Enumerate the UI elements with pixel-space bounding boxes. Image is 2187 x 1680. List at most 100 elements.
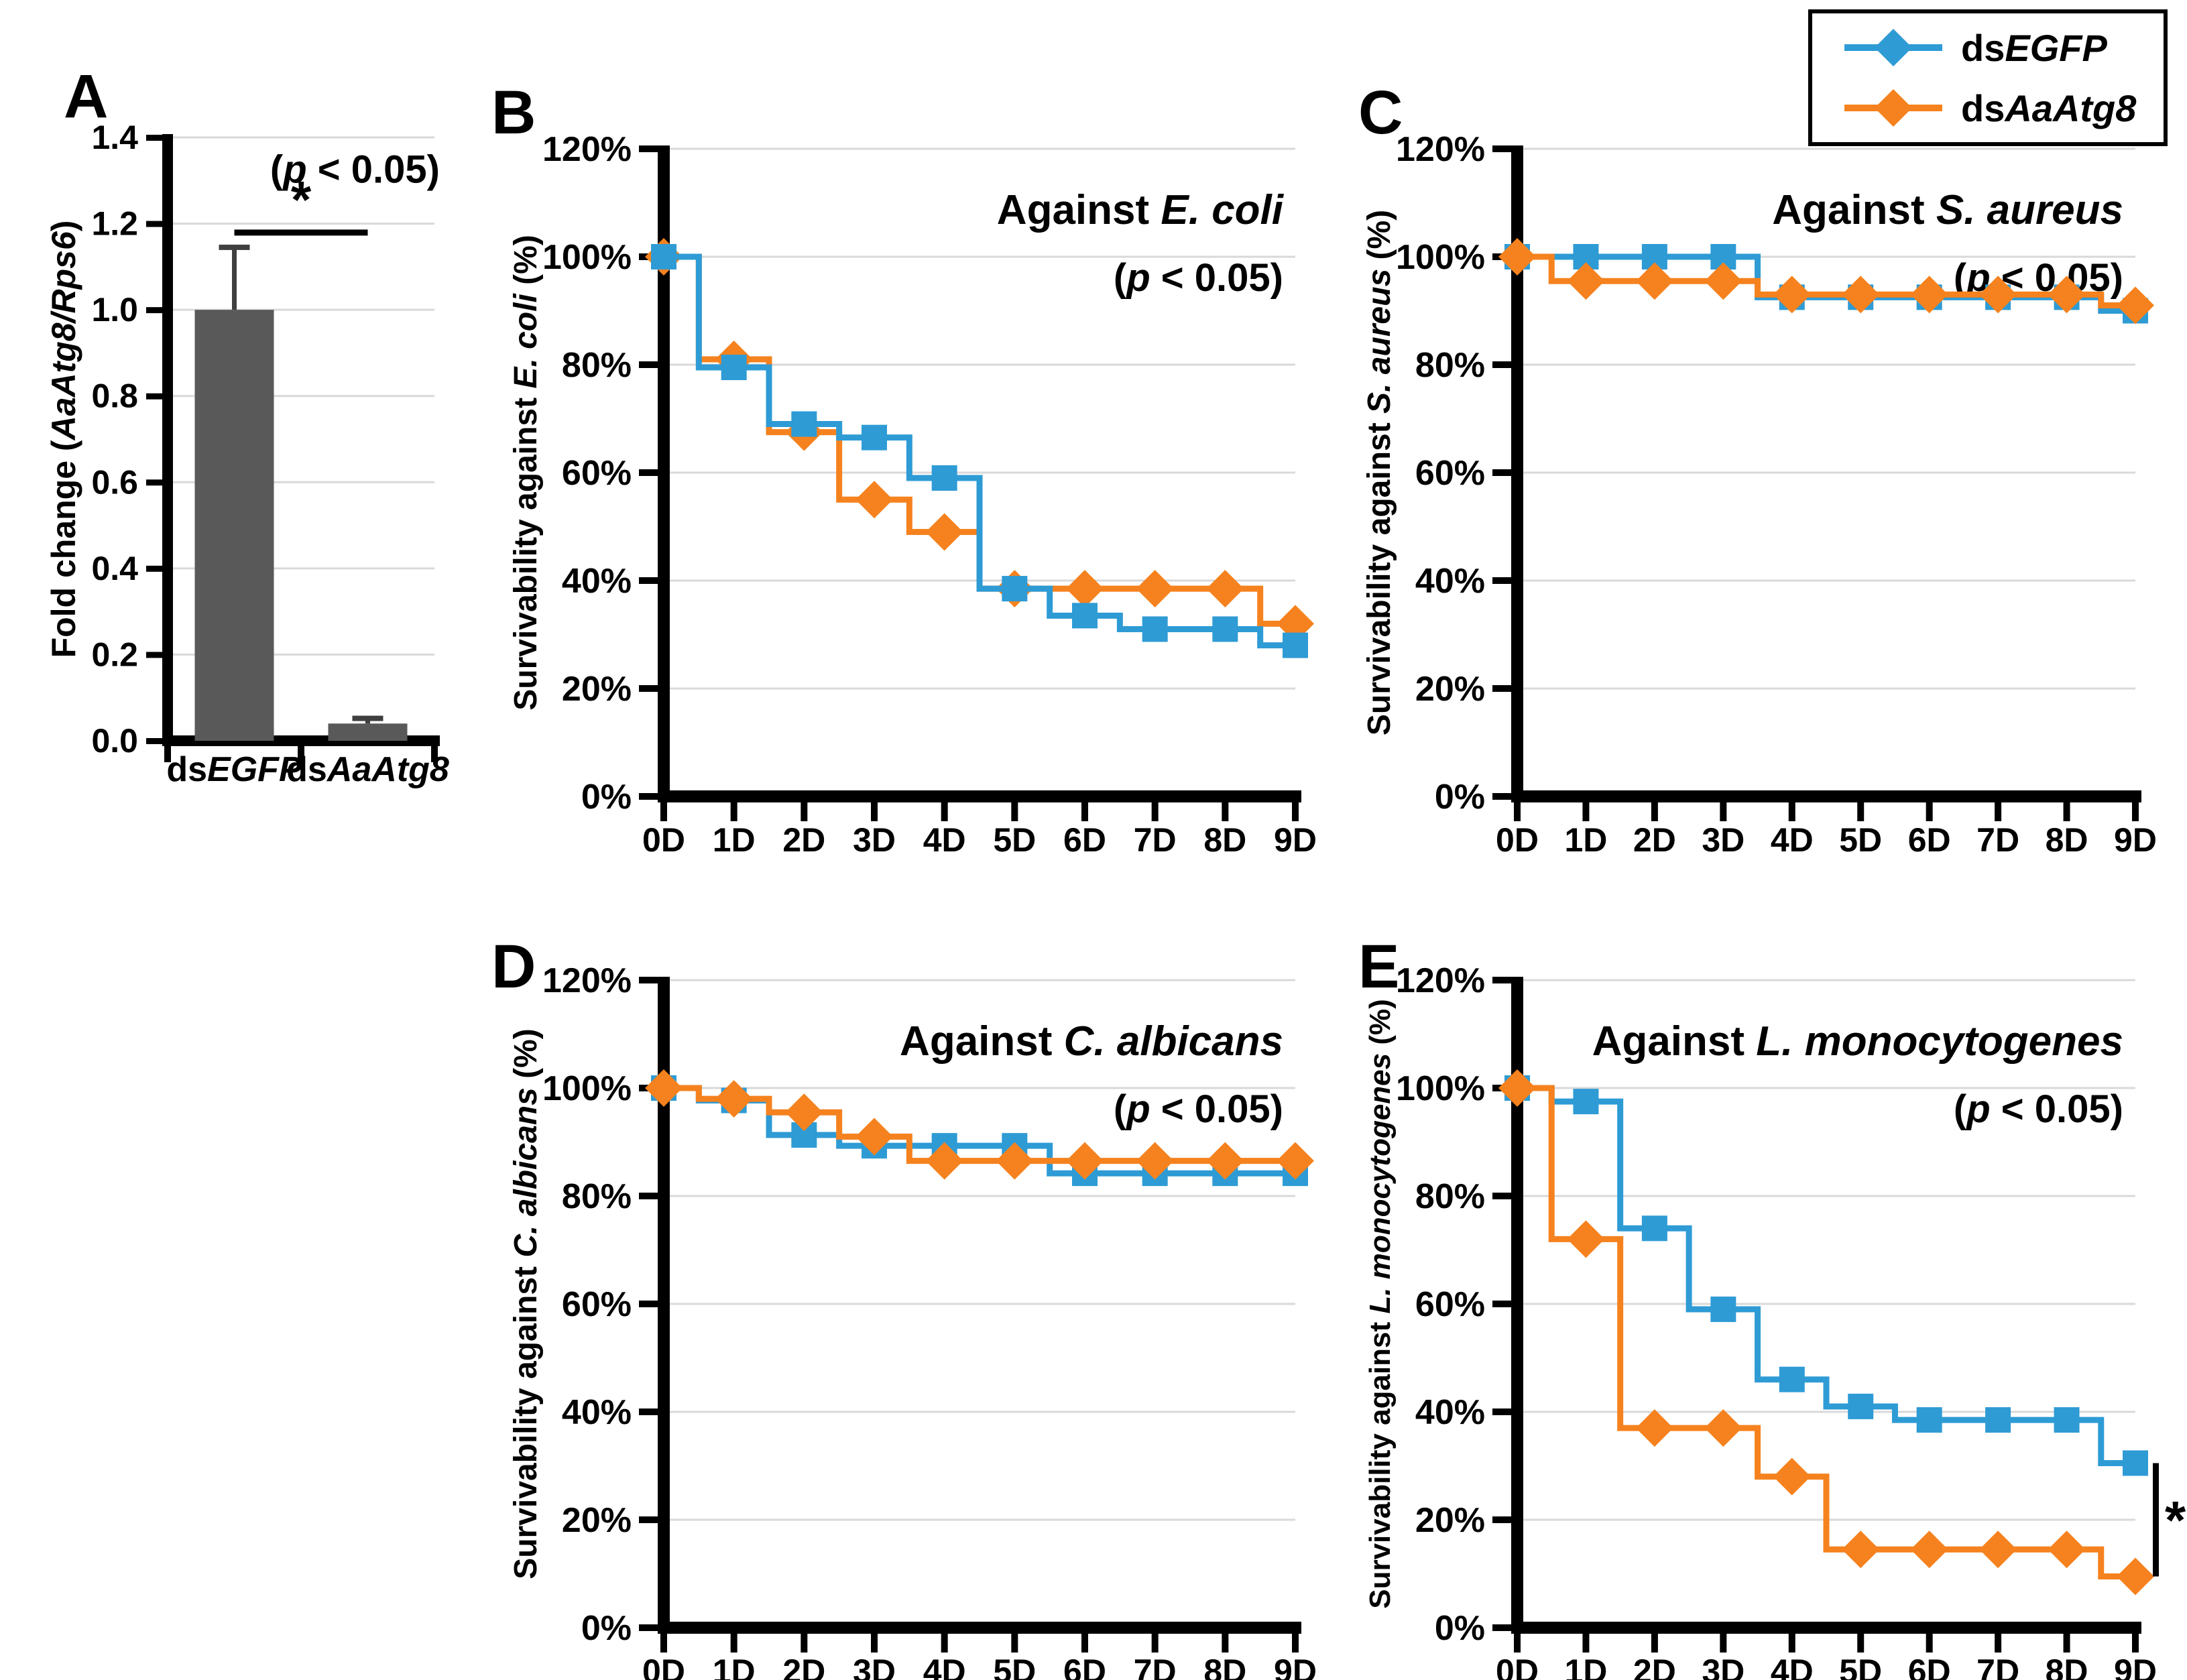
x-tick-label: 6D <box>1908 821 1951 859</box>
y-axis-tick <box>639 977 658 983</box>
panel-label-d: D <box>491 933 536 1001</box>
x-tick-label: 3D <box>1702 821 1745 859</box>
data-point-dsAaAtg8 <box>1206 570 1244 608</box>
data-point-dsAaAtg8 <box>1773 1457 1811 1496</box>
chart-title: Against C. albicans <box>900 1018 1283 1065</box>
x-axis-tick <box>1292 1634 1299 1653</box>
data-point-dsAaAtg8 <box>715 1080 753 1118</box>
x-tick-label: 6D <box>1063 1653 1106 1680</box>
x-axis-tick <box>1081 802 1088 821</box>
data-point-dsEGFP <box>1072 603 1098 629</box>
x-axis-tick <box>1011 1634 1018 1653</box>
data-point-dsAaAtg8 <box>1136 570 1174 608</box>
x-axis-tick <box>2132 802 2139 821</box>
x-tick-label: 2D <box>782 1653 825 1680</box>
y-axis-tick <box>146 135 162 141</box>
data-point-dsEGFP <box>931 465 957 491</box>
x-tick-label: 7D <box>1134 821 1177 859</box>
x-axis-tick <box>1857 802 1865 821</box>
y-tick-label: 100% <box>542 1069 632 1108</box>
chart-title: Against E. coli <box>997 187 1285 233</box>
y-tick-label: 60% <box>562 1285 632 1324</box>
y-tick-label: 60% <box>1415 454 1485 493</box>
y-axis-title: Survivability against E. coli (%) <box>508 235 544 711</box>
x-tick-label: 7D <box>1134 1653 1177 1680</box>
data-point-dsEGFP <box>1779 1366 1805 1392</box>
x-axis-tick <box>1788 1634 1795 1653</box>
data-point-dsAaAtg8 <box>925 1142 963 1180</box>
y-tick-label: 0% <box>1435 778 1485 817</box>
y-tick-label: 1.4 <box>91 119 138 156</box>
y-axis-tick <box>146 479 162 486</box>
y-tick-label: 40% <box>1415 562 1485 601</box>
error-bar-cap <box>352 715 383 721</box>
x-axis-tick <box>801 1634 808 1653</box>
y-axis-tick <box>1492 1516 1511 1523</box>
x-tick-label: 0D <box>642 821 685 859</box>
data-point-dsAaAtg8 <box>1842 1531 1880 1569</box>
x-axis-tick <box>660 802 667 821</box>
x-tick-label: 2D <box>1633 821 1676 859</box>
data-point-dsAaAtg8 <box>2048 1531 2086 1569</box>
x-axis-tick <box>1222 1634 1229 1653</box>
x-axis-tick <box>941 1634 948 1653</box>
x-axis-tick <box>871 802 878 821</box>
x-axis-tick <box>1857 1634 1865 1653</box>
x-tick-label: 2D <box>1633 1653 1676 1680</box>
chart-p-value: (p < 0.05) <box>1114 1087 1283 1131</box>
y-axis-tick <box>639 1624 658 1631</box>
x-category-label: dsAaAtg8 <box>286 750 449 789</box>
x-tick-label: 3D <box>853 821 896 859</box>
data-point-dsEGFP <box>1985 1407 2011 1433</box>
x-axis-tick <box>801 802 808 821</box>
data-point-dsAaAtg8 <box>925 513 963 551</box>
y-axis-tick <box>146 652 162 658</box>
x-axis-tick <box>660 1634 667 1653</box>
data-point-dsEGFP <box>1916 1407 1942 1433</box>
y-tick-label: 20% <box>1415 670 1485 709</box>
survival-chart-d: 0% 20% 40% 60% 80% 100% 120% 0D 1D 2D 3D 4D 5D 6D 7D 8D… <box>508 961 1317 1680</box>
y-axis-tick <box>1492 145 1511 152</box>
data-point-dsAaAtg8 <box>2117 1557 2154 1596</box>
data-point-dsAaAtg8 <box>1136 1142 1174 1180</box>
y-axis-tick <box>1492 469 1511 476</box>
y-axis <box>1511 145 1523 802</box>
bar-dsEGFP <box>194 310 274 741</box>
data-point-dsEGFP <box>2123 1450 2148 1476</box>
series-line-dsEGFP <box>664 253 1295 649</box>
x-axis-tick <box>2063 1634 2070 1653</box>
dsAaAtg8-diamond-marker-icon <box>1844 89 1942 127</box>
data-point-dsAaAtg8 <box>1567 1220 1605 1258</box>
panel-label-c: C <box>1358 78 1403 147</box>
x-axis-tick <box>1151 802 1159 821</box>
legend-label: dsAaAtg8 <box>1961 86 2137 129</box>
y-axis-tick <box>1492 577 1511 584</box>
data-point-dsAaAtg8 <box>2048 276 2086 314</box>
significance-asterisk: * <box>2165 1490 2186 1550</box>
x-axis-tick <box>1582 1634 1590 1653</box>
data-point-dsEGFP <box>1641 1215 1667 1242</box>
survival-chart-c: 0% 20% 40% 60% 80% 100% 120% 0D 1D 2D 3D 4D 5D 6D 7D 8D… <box>1362 130 2157 859</box>
y-axis <box>658 145 670 802</box>
x-axis <box>658 1622 1301 1634</box>
dsEGFP-diamond-marker-icon <box>1844 29 1942 66</box>
x-axis-tick <box>1151 1634 1159 1653</box>
y-axis-tick <box>1492 1193 1511 1199</box>
data-point-dsAaAtg8 <box>785 1093 823 1132</box>
y-tick-label: 0.4 <box>91 550 138 587</box>
y-axis-tick <box>639 1301 658 1307</box>
data-point-dsAaAtg8 <box>1498 1069 1536 1107</box>
y-tick-label: 20% <box>1415 1501 1485 1540</box>
y-axis-tick <box>639 469 658 476</box>
x-tick-label: 1D <box>1564 1653 1607 1680</box>
data-point-dsAaAtg8 <box>1704 1409 1742 1447</box>
x-tick-label: 4D <box>1771 821 1814 859</box>
data-point-dsAaAtg8 <box>1910 1531 1948 1569</box>
data-point-dsEGFP <box>1283 632 1308 658</box>
y-tick-label: 0.0 <box>91 722 138 760</box>
x-axis-tick <box>1788 802 1795 821</box>
survival-chart-e: 0% 20% 40% 60% 80% 100% 120% 0D 1D 2D 3D 4D 5D 6D 7D 8D… <box>1364 961 2186 1680</box>
y-axis-tick <box>639 1408 658 1415</box>
